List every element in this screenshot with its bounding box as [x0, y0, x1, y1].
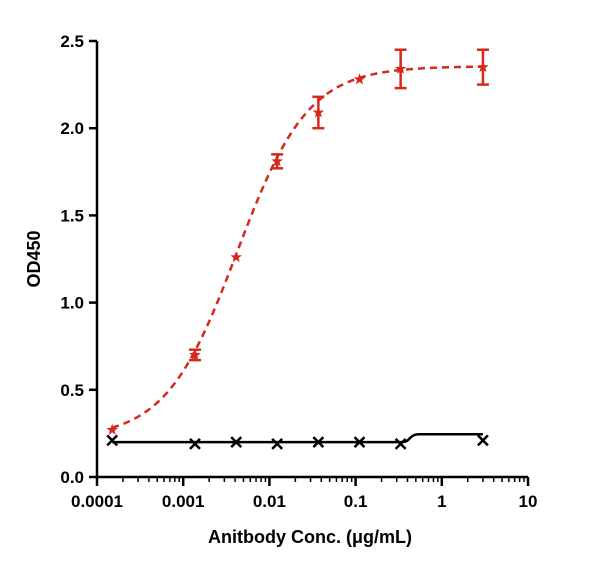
axes: [95, 41, 528, 479]
x-axis-title: Anitbody Conc. (μg/mL): [208, 527, 412, 547]
x-ticks: 0.0001 0.001 0.01 0.1 1 10: [71, 477, 537, 511]
data-point: [312, 106, 325, 118]
series-0-fit-curve: [111, 65, 483, 429]
data-point: [189, 437, 201, 450]
y-ticks: 0.0 0.5 1.0 1.5 2.0 2.5: [60, 32, 97, 487]
x-tick-label: 0.0001: [71, 492, 123, 511]
data-point: [312, 436, 325, 449]
data-point: [477, 434, 489, 447]
data-point: [271, 155, 283, 167]
x-tick-label: 10: [519, 492, 538, 511]
x-tick-label: 0.1: [344, 492, 368, 511]
data-point: [477, 61, 489, 73]
y-axis-title: OD450: [24, 230, 44, 287]
y-tick-label: 1.0: [60, 294, 84, 313]
series-0: [106, 48, 489, 435]
y-tick-label: 2.5: [60, 32, 84, 51]
x-tick-label: 0.01: [253, 492, 286, 511]
data-point: [106, 434, 119, 447]
data-point: [106, 423, 118, 435]
x-tick-label: 1: [437, 492, 446, 511]
y-tick-label: 0.5: [60, 381, 84, 400]
data-point: [271, 437, 284, 450]
data-point: [353, 73, 366, 85]
series-layer: [106, 48, 489, 450]
data-point: [230, 436, 243, 449]
data-point: [230, 251, 242, 263]
x-tick-label: 0.001: [162, 492, 205, 511]
data-point: [353, 436, 366, 449]
series-1-fit-curve: [112, 433, 483, 444]
data-point: [189, 348, 201, 360]
y-tick-label: 2.0: [60, 119, 84, 138]
data-point: [394, 62, 407, 74]
data-point: [394, 437, 407, 450]
y-tick-label: 0.0: [60, 468, 84, 487]
series-1: [106, 433, 489, 450]
y-tick-label: 1.5: [60, 206, 84, 225]
